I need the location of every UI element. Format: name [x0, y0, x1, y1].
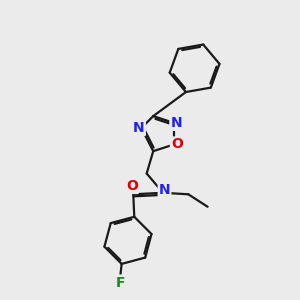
Text: N: N [170, 116, 182, 130]
Text: F: F [116, 276, 125, 289]
Text: O: O [126, 179, 138, 193]
Text: N: N [159, 183, 170, 197]
Text: N: N [133, 121, 145, 135]
Text: O: O [171, 137, 183, 152]
